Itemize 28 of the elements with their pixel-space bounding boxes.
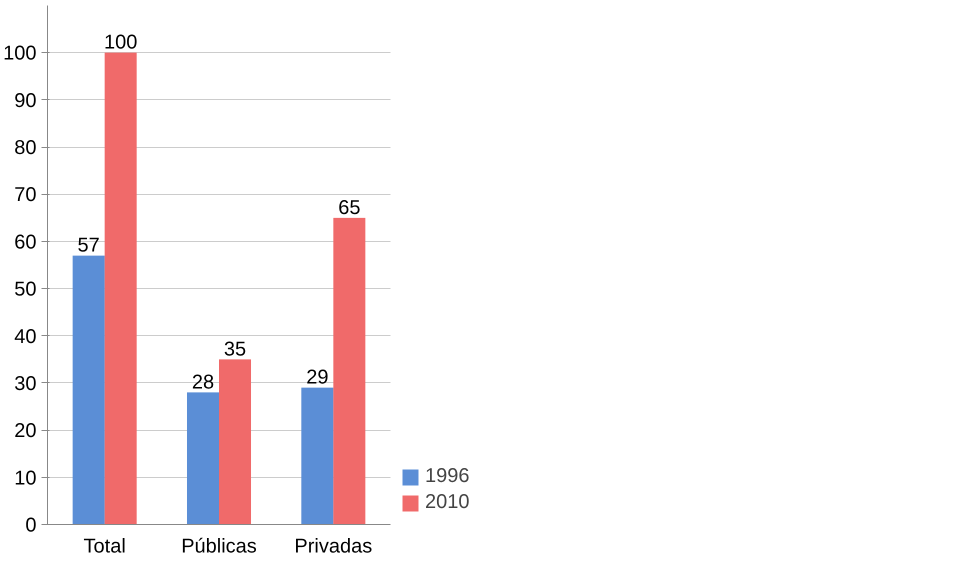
legend-label: 2010 [425, 491, 470, 514]
x-tick-label: Privadas [294, 536, 372, 558]
y-tick-label: 30 [14, 372, 37, 395]
bar [333, 218, 366, 524]
y-tick-label: 50 [14, 278, 37, 301]
y-tick-label: 90 [14, 90, 37, 112]
y-tick-label: 0 [25, 514, 36, 536]
y-tick-label: 20 [14, 420, 37, 442]
data-label: 65 [338, 196, 360, 219]
data-label: 29 [306, 366, 328, 389]
bar [104, 52, 137, 524]
y-tick-label: 60 [14, 231, 37, 254]
bar [219, 359, 252, 524]
data-label: 35 [224, 338, 246, 360]
bar [186, 392, 219, 524]
data-label: 28 [192, 371, 214, 394]
y-tick-label: 70 [14, 184, 37, 206]
data-label: 100 [104, 32, 138, 54]
data-label: 57 [78, 234, 100, 257]
bar [72, 256, 105, 524]
legend-label: 1996 [425, 465, 470, 488]
x-tick-label: Total [84, 536, 126, 558]
y-tick-label: 10 [14, 467, 37, 490]
y-tick-label: 80 [14, 137, 37, 160]
y-tick-label: 40 [14, 326, 37, 348]
y-tick-label: 100 [3, 42, 37, 65]
x-tick-label: Públicas [181, 536, 257, 558]
bar [301, 388, 334, 524]
